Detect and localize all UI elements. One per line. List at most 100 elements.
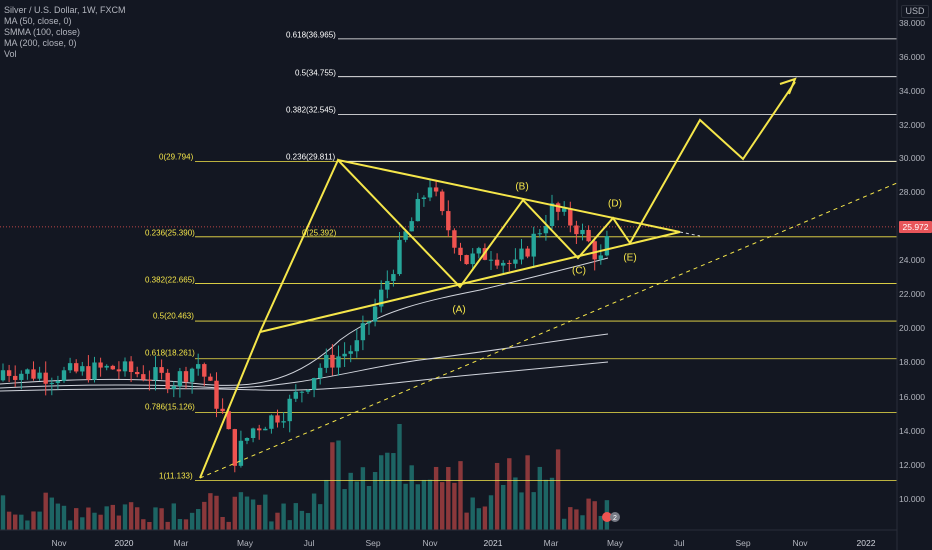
candle-body [220,408,225,412]
volume-bar [293,503,298,530]
candle-body [318,367,323,379]
candle-body [379,289,384,307]
ma50-line [0,257,609,386]
candle-body [555,203,561,212]
price-tick: 32.000 [899,120,925,130]
candle-body [348,351,353,354]
ma200-line [0,361,609,392]
price-tick: 38.000 [899,18,925,28]
volume-bar [116,515,122,530]
candle-body [397,239,402,275]
fib-ret-label: 0.236(25.390) [145,228,195,238]
volume-bar [183,519,189,530]
candle-body [49,382,54,384]
candle-body [67,363,73,371]
time-tick: May [606,538,624,548]
volume-bar [446,467,451,530]
candle-body [226,411,231,430]
candle-body [6,370,12,376]
chart-legend: Silver / U.S. Dollar, 1W, FXCM MA (50, c… [4,5,126,60]
price-tick: 34.000 [899,86,925,96]
volume-bar [598,515,603,530]
candles [0,178,610,473]
volume-bar [0,495,6,530]
volume-bar [232,496,237,530]
smma100-line [0,333,609,389]
price-tick: 20.000 [899,323,925,333]
candle-body [446,211,451,231]
volume-bar [238,492,244,530]
volume-bar [330,442,335,530]
candle-body [458,247,463,256]
candle-body [488,259,494,261]
candle-body [74,363,79,372]
candle-body [86,366,91,380]
legend-ma50[interactable]: MA (50, close, 0) [4,16,72,26]
candle-body [598,255,603,260]
triangle-extension [679,231,701,237]
volume-bar [568,507,573,530]
volume-bar [281,503,286,530]
candle-body [549,203,555,226]
volume-bar [342,489,347,530]
volume-bar [360,467,366,530]
volume-bar [43,492,48,530]
volume-bar [433,466,439,530]
candle-body [592,241,597,260]
volume-bar [507,458,512,530]
elliott-wave-path [199,81,796,479]
legend-vol[interactable]: Vol [4,49,17,59]
fib-ext-label: 0.618(36.965) [286,30,336,40]
candle-body [177,371,183,387]
candle-body [250,428,256,438]
volume-bar [354,481,359,530]
legend-symbol[interactable]: Silver / U.S. Dollar, 1W, FXCM [4,5,126,15]
candle-body [525,248,530,257]
wave-label-a: (A) [452,304,466,316]
legend-smma100[interactable]: SMMA (100, close) [4,27,81,37]
candle-body [470,253,475,265]
price-tick: 24.000 [899,255,925,265]
wave-label-b: (B) [515,181,529,193]
volume-bar [147,521,152,530]
candle-body [293,391,298,399]
candle-body [531,233,536,257]
long-term-trendline [199,182,898,479]
currency-badge[interactable]: USD [901,5,929,18]
candle-body [141,374,146,380]
volume-bar [263,494,268,530]
volume-bar [269,521,274,530]
legend-ma200[interactable]: MA (200, close, 0) [4,38,77,48]
volume-bar [171,503,176,530]
volume-bar [580,515,585,530]
fib-ret-label: 0.618(18.261) [145,348,195,358]
volume-bar [299,510,305,530]
candle-body [299,391,305,393]
volume-bar [519,492,524,530]
volume-bar [543,479,549,530]
candle-body [55,380,61,383]
volume-bar [122,504,128,530]
candle-body [208,376,213,381]
volume-bar [37,511,42,530]
candle-body [244,437,250,441]
dividends-icon[interactable]: 2 [601,511,621,523]
volume-bar [135,507,140,530]
candle-body [98,362,103,368]
volume-bar [80,517,85,530]
price-tick: 30.000 [899,153,925,163]
volume-bar [250,499,256,530]
candle-body [153,367,158,381]
volume-bar [220,516,225,530]
volume-bar [74,508,79,530]
candle-body [171,386,176,389]
candle-body [189,368,195,382]
candle-body [324,354,329,368]
volume-bar [287,520,292,530]
candle-body [165,372,170,389]
fib-ext-label: 0.382(32.545) [286,105,336,115]
price-tick: 36.000 [899,52,925,62]
volume-bar [494,462,500,530]
candle-body [360,323,366,341]
